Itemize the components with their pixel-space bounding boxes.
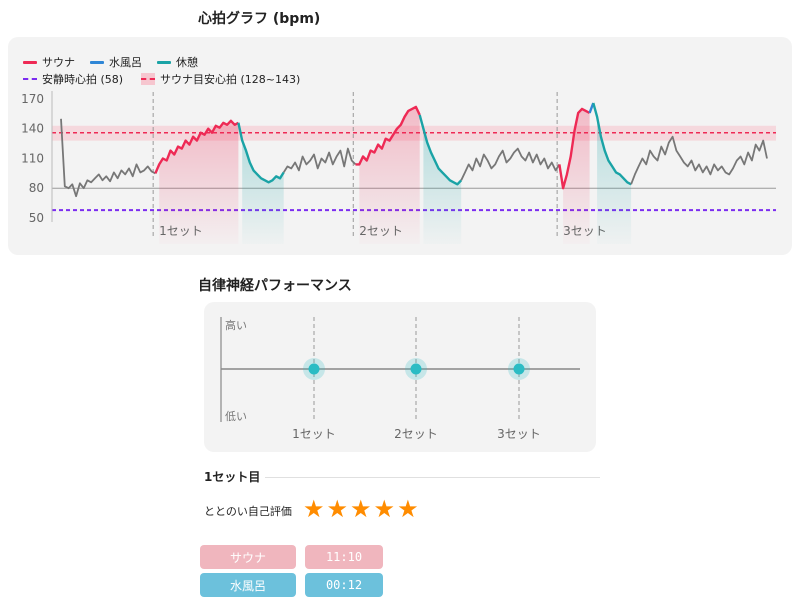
- legend-sauna: サウナ: [23, 54, 75, 70]
- hr-line-other: [60, 118, 156, 198]
- legend-cold-bath-label: 水風呂: [109, 56, 142, 69]
- legend-target-hr-swatch: [141, 73, 155, 85]
- star-icon: ★: [326, 495, 349, 523]
- ans-marker-point: [410, 363, 422, 375]
- hr-line-sauna: [154, 119, 239, 174]
- sauna-pill: サウナ: [200, 545, 296, 569]
- ans-x-label: 2セット: [394, 427, 438, 441]
- y-tick-label: 110: [21, 151, 44, 165]
- ans-chart-card: 高い低い 1セット 2セット 3セット: [204, 302, 596, 452]
- set-marker-label: 1セット: [159, 224, 203, 238]
- star-icon: ★: [303, 495, 325, 523]
- legend-rest-label: 休憩: [176, 56, 198, 69]
- hr-line-other: [630, 135, 768, 185]
- sauna-time-pill: 11:10: [305, 545, 383, 569]
- ans-marker-point: [513, 363, 525, 375]
- hr-line-sauna: [355, 105, 421, 166]
- ans-chart-title: 自律神経パフォーマンス: [198, 278, 352, 294]
- rating-stars: ★ ★ ★ ★ ★: [303, 495, 419, 523]
- y-tick-label: 140: [21, 122, 44, 136]
- legend-resting-hr: 安静時心拍 (58): [23, 71, 123, 87]
- set-detail-heading: 1セット目: [204, 470, 261, 484]
- legend-sauna-swatch: [23, 60, 37, 64]
- ans-y-label-low: 低い: [225, 410, 247, 423]
- y-tick-label: 170: [21, 92, 44, 106]
- rest-area-3: [597, 116, 632, 244]
- rest-area-1: [242, 140, 284, 244]
- hr-line-rest: [237, 122, 285, 184]
- heart-rate-chart: 170 140 110 80 50 1セット 2セット 3セット: [21, 91, 776, 245]
- star-icon: ★: [397, 495, 419, 523]
- sauna-area-3: [563, 108, 590, 245]
- heart-rate-chart-card: 170 140 110 80 50 1セット 2セット 3セット サウナ 水風呂 休憩 安静時…: [8, 37, 792, 255]
- sauna-area-2: [359, 106, 420, 245]
- legend-resting-hr-swatch: [23, 78, 37, 80]
- star-icon: ★: [373, 495, 396, 523]
- legend-target-hr: サウナ目安心拍 (128~143): [141, 71, 300, 87]
- sauna-area-1: [159, 120, 239, 244]
- star-icon: ★: [350, 495, 372, 523]
- rating-label: ととのい自己評価: [204, 505, 292, 518]
- legend-cold-bath-swatch: [90, 60, 104, 64]
- hr-line-other: [282, 147, 357, 173]
- set-marker-label: 3セット: [563, 224, 607, 238]
- set-detail-divider: [265, 477, 600, 478]
- legend-resting-hr-label: 安静時心拍 (58): [42, 73, 124, 86]
- ans-marker-point: [308, 363, 320, 375]
- cold-bath-time-pill: 00:12: [305, 573, 383, 597]
- hr-line-other: [460, 147, 561, 181]
- hr-line-rest: [592, 102, 632, 186]
- ans-x-label: 3セット: [497, 427, 541, 441]
- ans-y-label-high: 高い: [225, 318, 247, 332]
- hr-line-sauna: [558, 107, 591, 190]
- heart-rate-chart-title: 心拍グラフ (bpm): [198, 11, 321, 27]
- y-tick-label: 50: [29, 211, 44, 225]
- legend-rest-swatch: [157, 60, 171, 64]
- set-marker-label: 2セット: [359, 224, 403, 238]
- legend-target-hr-label: サウナ目安心拍 (128~143): [160, 73, 301, 86]
- legend-sauna-label: サウナ: [42, 56, 75, 69]
- cold-bath-pill: 水風呂: [200, 573, 296, 597]
- legend-rest: 休憩: [157, 54, 198, 70]
- ans-x-label: 1セット: [292, 427, 336, 441]
- hr-line-rest: [418, 114, 463, 186]
- y-tick-label: 80: [29, 181, 44, 195]
- legend-cold-bath: 水風呂: [90, 54, 142, 70]
